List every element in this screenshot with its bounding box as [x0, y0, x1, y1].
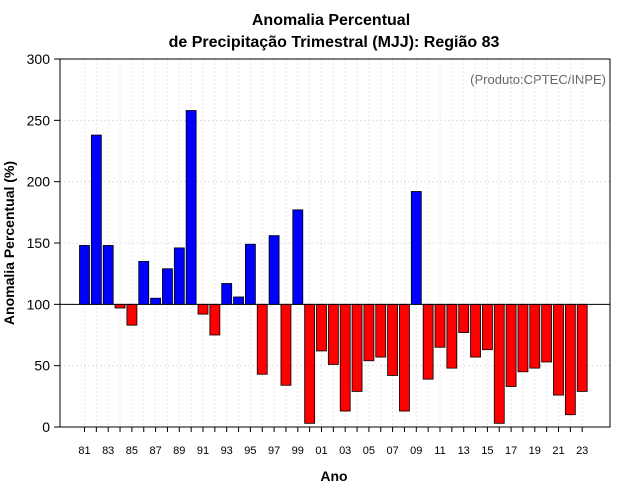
- y-tick-label-300: 300: [27, 51, 51, 67]
- bar-04: [351, 303, 363, 392]
- x-tick-label-95: 95: [244, 445, 256, 457]
- x-tick-label-11: 11: [434, 445, 445, 457]
- x-tick-label-21: 21: [552, 445, 564, 457]
- x-tick-label-07: 07: [386, 445, 398, 457]
- y-tick-label-150: 150: [27, 235, 51, 251]
- y-axis-label: Anomalia Percentual (%): [1, 161, 17, 325]
- bar-13: [458, 303, 470, 333]
- bar-00: [304, 303, 316, 424]
- bar-90: [185, 110, 197, 305]
- bar-85: [126, 303, 138, 326]
- bar-84: [114, 303, 126, 309]
- x-tick-label-93: 93: [221, 445, 233, 457]
- bar-16: [493, 303, 505, 424]
- bar-17: [505, 303, 517, 387]
- chart-title-line1: Anomalia Percentual: [252, 12, 410, 29]
- bar-81: [79, 245, 90, 305]
- bar-22: [564, 303, 576, 416]
- y-tick-label-250: 250: [27, 112, 51, 128]
- bar-18: [517, 303, 529, 373]
- bar-15: [481, 303, 493, 351]
- x-tick-label-09: 09: [410, 445, 422, 457]
- x-tick-label-13: 13: [458, 445, 470, 457]
- bars: [79, 110, 588, 424]
- bar-98: [280, 303, 292, 386]
- bar-12: [446, 303, 458, 369]
- bar-03: [339, 303, 351, 412]
- bar-02: [327, 303, 339, 365]
- x-tick-label-15: 15: [481, 445, 493, 457]
- y-tick-label-50: 50: [34, 358, 50, 374]
- bar-20: [541, 303, 553, 363]
- x-tick-label-89: 89: [173, 445, 185, 457]
- bar-94: [233, 296, 244, 305]
- bar-93: [221, 283, 233, 305]
- bar-01: [316, 303, 327, 352]
- bar-99: [292, 209, 304, 305]
- bar-86: [138, 260, 150, 305]
- bar-07: [387, 303, 399, 376]
- bar-11: [434, 303, 446, 348]
- bar-83: [102, 245, 114, 305]
- bar-09: [410, 191, 422, 305]
- x-axis-label: Ano: [320, 468, 347, 484]
- x-tick-label-83: 83: [102, 445, 114, 457]
- bar-88: [162, 268, 173, 305]
- x-tick-label-03: 03: [339, 445, 351, 457]
- x-tick-label-23: 23: [576, 445, 588, 457]
- x-tick-label-99: 99: [292, 445, 304, 457]
- bar-06: [375, 303, 387, 358]
- y-tick-label-200: 200: [27, 174, 51, 190]
- bar-08: [399, 303, 410, 412]
- bar-91: [197, 303, 209, 315]
- bar-10: [422, 303, 434, 380]
- chart-title-line2: de Precipitação Trimestral (MJJ): Região…: [169, 34, 500, 51]
- bar-89: [173, 247, 185, 305]
- bar-82: [90, 134, 102, 305]
- bar-96: [256, 303, 268, 375]
- bar-95: [244, 243, 256, 305]
- x-tick-label-05: 05: [363, 445, 375, 457]
- x-tick-label-85: 85: [126, 445, 138, 457]
- bar-19: [529, 303, 541, 369]
- x-tick-label-19: 19: [529, 445, 541, 457]
- y-tick-label-100: 100: [27, 296, 51, 312]
- bar-21: [553, 303, 564, 396]
- credit-text: (Produto:CPTEC/INPE): [470, 72, 606, 87]
- bar-92: [209, 303, 221, 336]
- bar-87: [150, 297, 162, 305]
- x-tick-label-97: 97: [268, 445, 280, 457]
- bar-97: [268, 235, 280, 305]
- bar-23: [576, 303, 588, 392]
- x-tick-label-01: 01: [315, 445, 327, 457]
- y-tick-label-0: 0: [42, 419, 50, 435]
- x-tick-label-81: 81: [78, 445, 90, 457]
- x-tick-label-91: 91: [197, 445, 209, 457]
- x-tick-label-87: 87: [149, 445, 161, 457]
- bar-14: [470, 303, 481, 358]
- bar-05: [363, 303, 375, 362]
- x-tick-label-17: 17: [505, 445, 517, 457]
